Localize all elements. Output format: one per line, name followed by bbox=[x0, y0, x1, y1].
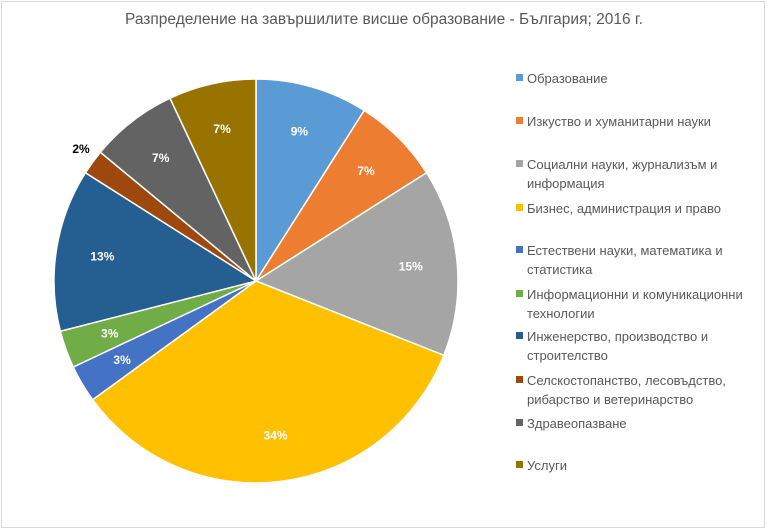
legend-item-education: Образование bbox=[516, 69, 761, 88]
chart-title: Разпределение на завършилите висше образ… bbox=[125, 11, 643, 28]
data-label-1: 7% bbox=[357, 164, 375, 178]
data-label-2: 15% bbox=[399, 259, 423, 273]
legend-item-health: Здравеопазване bbox=[516, 414, 761, 433]
legend-item-natural-sciences: Естествени науки, математика и статистик… bbox=[516, 241, 761, 279]
legend-swatch bbox=[516, 332, 523, 339]
legend: Образование Изкуство и хуманитарни науки… bbox=[516, 0, 761, 531]
legend-item-ict: Информационни и комуникационни технологи… bbox=[516, 285, 761, 323]
legend-item-social-sciences: Социални науки, журнализъм и информация bbox=[516, 155, 761, 193]
data-label-8: 7% bbox=[152, 151, 170, 165]
legend-item-engineering: Инженерство, производство и строителство bbox=[516, 327, 761, 365]
legend-swatch bbox=[516, 74, 523, 81]
data-label-9: 7% bbox=[213, 122, 231, 136]
legend-label: Естествени науки, математика и статистик… bbox=[527, 243, 723, 277]
legend-label: Здравеопазване bbox=[527, 416, 627, 431]
legend-swatch bbox=[516, 204, 523, 211]
legend-item-business: Бизнес, администрация и право bbox=[516, 199, 761, 218]
legend-label: Социални науки, журнализъм и информация bbox=[527, 157, 718, 191]
data-label-0: 9% bbox=[291, 125, 309, 139]
legend-label: Инженерство, производство и строителство bbox=[527, 329, 709, 363]
pie-slice-2 bbox=[254, 171, 459, 357]
legend-label: Изкуство и хуманитарни науки bbox=[527, 114, 711, 129]
data-label-6: 13% bbox=[90, 250, 114, 264]
legend-swatch bbox=[516, 160, 523, 167]
legend-item-arts: Изкуство и хуманитарни науки bbox=[516, 112, 761, 131]
pie-slice-0 bbox=[255, 78, 366, 284]
pie-slice-3 bbox=[91, 280, 445, 484]
legend-swatch bbox=[516, 117, 523, 124]
legend-swatch bbox=[516, 290, 523, 297]
legend-swatch bbox=[516, 376, 523, 383]
pie-slice-6 bbox=[53, 171, 258, 333]
legend-swatch bbox=[516, 419, 523, 426]
legend-item-services: Услуги bbox=[516, 456, 761, 475]
data-label-5: 3% bbox=[101, 327, 119, 341]
legend-item-agriculture: Селскостопанство, лесовъдство, рибарство… bbox=[516, 371, 761, 409]
legend-label: Услуги bbox=[527, 458, 567, 473]
legend-swatch bbox=[516, 461, 523, 468]
data-label-4: 3% bbox=[113, 353, 131, 367]
data-label-7: 2% bbox=[72, 142, 90, 156]
legend-label: Образование bbox=[527, 71, 608, 86]
legend-swatch bbox=[516, 246, 523, 253]
legend-label: Селскостопанство, лесовъдство, рибарство… bbox=[527, 373, 726, 407]
legend-label: Бизнес, администрация и право bbox=[527, 201, 721, 216]
pie-slice-9 bbox=[168, 78, 257, 282]
legend-label: Информационни и комуникационни технологи… bbox=[527, 287, 743, 321]
data-label-3: 34% bbox=[263, 428, 287, 442]
